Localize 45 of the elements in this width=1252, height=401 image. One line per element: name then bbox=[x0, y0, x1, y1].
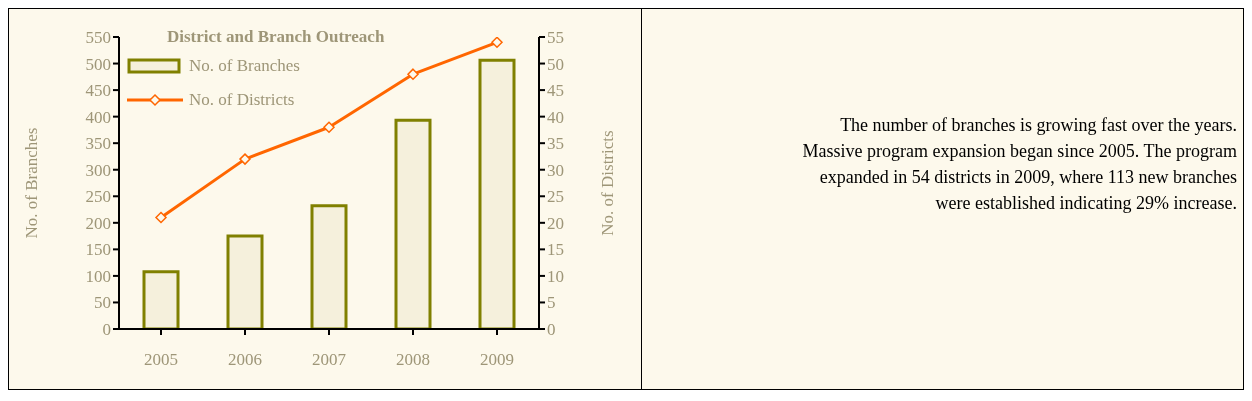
y-tick-label: 550 bbox=[85, 28, 111, 48]
y-tick-label: 0 bbox=[102, 320, 111, 340]
bar bbox=[310, 204, 348, 329]
y2-tick-label: 20 bbox=[547, 213, 564, 233]
y2-tick-label: 30 bbox=[547, 160, 564, 180]
point bbox=[407, 68, 419, 80]
y2-tick-label: 0 bbox=[547, 320, 556, 340]
y-tick-label: 150 bbox=[85, 240, 111, 260]
bar bbox=[226, 234, 264, 329]
y-tick-label: 50 bbox=[94, 293, 111, 313]
point bbox=[155, 211, 167, 224]
y-tick-label: 450 bbox=[85, 81, 111, 101]
bar bbox=[394, 118, 432, 329]
y2-axis-title: No. of Districts bbox=[598, 130, 618, 236]
y2-tick-label: 45 bbox=[547, 81, 564, 101]
y2-tick-label: 10 bbox=[547, 266, 564, 286]
chart-title: District and Branch Outreach bbox=[167, 27, 385, 47]
y-tick-label: 500 bbox=[85, 54, 111, 74]
point bbox=[323, 121, 335, 133]
x-tick-label: 2006 bbox=[228, 350, 262, 370]
y-tick-label: 100 bbox=[85, 266, 111, 286]
x-tick-label: 2009 bbox=[480, 350, 514, 370]
y-tick-label: 350 bbox=[85, 134, 111, 154]
y-tick-label: 250 bbox=[85, 187, 111, 207]
x-tick-label: 2007 bbox=[312, 350, 347, 370]
y-tick-label: 200 bbox=[85, 213, 111, 233]
legend-label: No. of Districts bbox=[189, 89, 295, 111]
y2-tick-label: 50 bbox=[547, 54, 564, 74]
x-tick-label: 2005 bbox=[144, 350, 178, 370]
y2-tick-label: 25 bbox=[547, 187, 564, 207]
x-tick-label: 2008 bbox=[396, 350, 430, 370]
y2-tick-label: 40 bbox=[547, 107, 564, 127]
y2-tick-label: 35 bbox=[547, 134, 564, 154]
y2-tick-label: 5 bbox=[547, 293, 556, 313]
bar bbox=[142, 270, 180, 329]
point bbox=[491, 37, 503, 49]
text: The number of branches is growing fast over the years. Massive program expansion began since 2005. The program expanded in 54 districts in 2009, where 113 new branches were established indicating 29% increase. bbox=[801, 114, 1237, 215]
point bbox=[239, 153, 251, 165]
y2-tick-label: 55 bbox=[547, 28, 564, 48]
bar bbox=[478, 58, 516, 329]
legend-label: No. of Branches bbox=[189, 55, 300, 77]
y-tick-label: 300 bbox=[85, 160, 111, 180]
y-tick-label: 400 bbox=[85, 107, 111, 127]
y2-tick-label: 15 bbox=[547, 240, 564, 260]
y-axis-title: No. of Branches bbox=[22, 127, 42, 239]
